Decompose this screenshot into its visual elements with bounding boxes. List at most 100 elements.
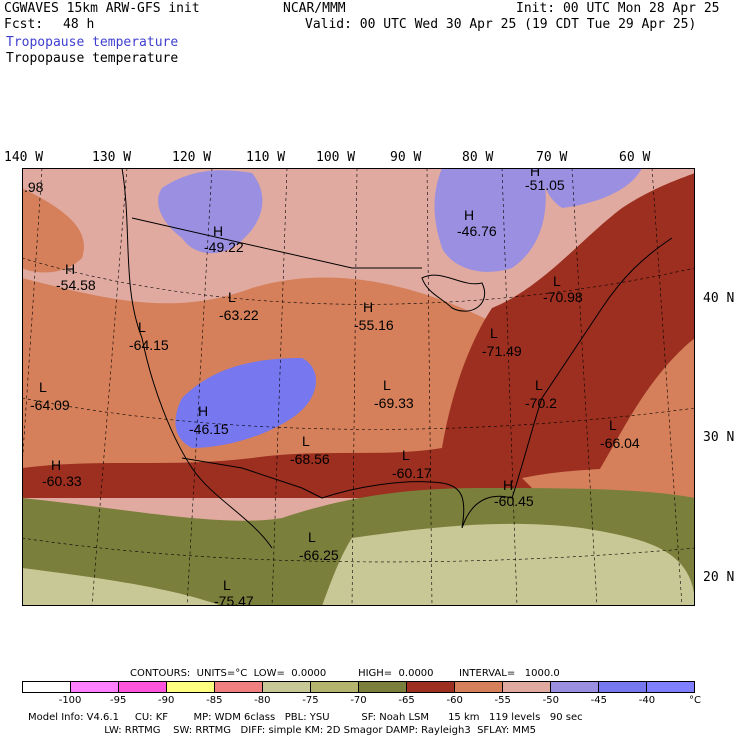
forecast-hour: 48 h [63, 17, 95, 32]
map-annotation-value: -63.22 [219, 307, 259, 323]
coastlines [121, 168, 673, 549]
field-band-darkred-south [22, 448, 542, 498]
low-marker: L [609, 417, 617, 433]
low-marker: L [302, 433, 310, 449]
map-frame [22, 168, 695, 606]
field-band-orange-east [582, 338, 695, 498]
field-blob-blue-ne [542, 168, 642, 208]
field-blob-blue-west [175, 358, 316, 448]
scale-tick-label: -85 [206, 695, 223, 706]
meridian [186, 168, 213, 606]
low-marker: L [228, 289, 236, 305]
high-marker: H [51, 457, 61, 473]
map-annotation-value: -71.49 [482, 343, 522, 359]
scale-swatch [551, 682, 599, 692]
map-annotation-value: -60.33 [42, 473, 82, 489]
high-marker: H [213, 223, 223, 239]
lon-label: 80 W [462, 150, 494, 165]
model-title: CGWAVES 15km ARW-GFS init [4, 1, 200, 16]
meridian [271, 168, 288, 606]
map-annotation-value: -70.98 [543, 289, 583, 305]
init-time: Init: 00 UTC Mon 28 Apr 25 [516, 1, 720, 16]
high-marker: H [198, 403, 208, 419]
model-info: Model Info: V4.6.1 CU: KF MP: WDM 6class… [28, 712, 583, 723]
parallel-30n [22, 397, 695, 430]
meridian [91, 168, 128, 606]
high-marker: H [363, 299, 373, 315]
scale-swatch [71, 682, 119, 692]
field-band-pink-north [22, 168, 502, 281]
low-marker: L [553, 273, 561, 289]
gulf-coast [321, 481, 513, 529]
map-annotation-value: -64.09 [30, 397, 70, 413]
org-label: NCAR/MMM [283, 1, 346, 16]
scale-swatch [503, 682, 551, 692]
meridian [426, 168, 433, 606]
tropopause-temperature-map: .98 H -49.22 H -54.58 L -63.22 L -64.15 … [22, 168, 695, 606]
scale-swatch [599, 682, 647, 692]
scale-tick-label: -40 [638, 695, 656, 706]
lon-label: 60 W [619, 150, 651, 165]
scale-swatch [359, 682, 407, 692]
map-annotation-value: -55.16 [354, 317, 394, 333]
scale-swatch [263, 682, 311, 692]
field-region-khaki-south [22, 568, 222, 606]
parallel-20n [22, 537, 695, 563]
scale-swatch [23, 682, 71, 692]
low-marker: L [490, 325, 498, 341]
meridian [22, 168, 43, 469]
scale-tick-label: -80 [254, 695, 271, 706]
low-marker: L [308, 529, 316, 545]
field-region-khaki-gulf [322, 523, 695, 606]
map-annotation-value: -49.22 [204, 239, 244, 255]
field-lobe-orange-nw [22, 188, 84, 273]
scale-tick-label: -60 [446, 695, 463, 706]
map-annotation-value: -75.47 [214, 593, 254, 606]
field-region-darkred-east [442, 173, 695, 479]
low-marker: L [223, 577, 231, 593]
model-info-physics: LW: RRTMG SW: RRTMG DIFF: simple KM: 2D … [28, 725, 536, 736]
scale-tick-label: -70 [350, 695, 367, 706]
scale-swatch [119, 682, 167, 692]
map-annotation-value: -64.15 [129, 337, 169, 353]
lon-label: 120 W [172, 150, 212, 165]
map-annotation-value: -66.25 [299, 547, 339, 563]
map-annotation-value: -54.58 [56, 277, 96, 293]
lat-label: 40 N [703, 291, 735, 306]
lon-label: 140 W [4, 150, 44, 165]
map-annotation-value: -68.56 [290, 451, 330, 467]
lon-label: 110 W [246, 150, 286, 165]
lat-label: 20 N [703, 570, 735, 585]
meridian [651, 168, 683, 606]
parallel-40n [22, 257, 695, 305]
field-title-shaded: Tropopause temperature [6, 35, 179, 50]
high-marker: H [530, 168, 540, 179]
lat-label: 30 N [703, 430, 735, 445]
low-marker: L [39, 379, 47, 395]
scale-tick-label: -75 [302, 695, 319, 706]
scale-tick-label: -45 [590, 695, 608, 706]
map-annotation-value: -69.33 [374, 395, 414, 411]
high-marker: H [65, 261, 75, 277]
scale-tick-label: -100 [58, 695, 82, 706]
map-annotation-value: -46.15 [189, 421, 229, 437]
scale-tick-label: °C [689, 695, 701, 706]
lon-label: 100 W [316, 150, 356, 165]
lon-label: 130 W [92, 150, 132, 165]
scale-swatch [215, 682, 263, 692]
graticule [22, 168, 695, 606]
meridian [351, 168, 358, 606]
meridian [571, 168, 598, 606]
map-annotation-value: -60.45 [494, 493, 534, 509]
scale-tick-label: -90 [158, 695, 175, 706]
valid-time: Valid: 00 UTC Wed 30 Apr 25 (19 CDT Tue … [305, 17, 697, 32]
west-coast [121, 168, 273, 549]
scale-tick-label: -95 [109, 695, 127, 706]
scale-swatch [455, 682, 503, 692]
map-annotation-value: -51.05 [525, 177, 565, 193]
low-marker: L [138, 319, 146, 335]
forecast-label: Fcst: [4, 17, 44, 32]
great-lakes [421, 274, 486, 312]
lon-label: 90 W [390, 150, 422, 165]
field-title-contour: Tropopause temperature [6, 51, 179, 66]
